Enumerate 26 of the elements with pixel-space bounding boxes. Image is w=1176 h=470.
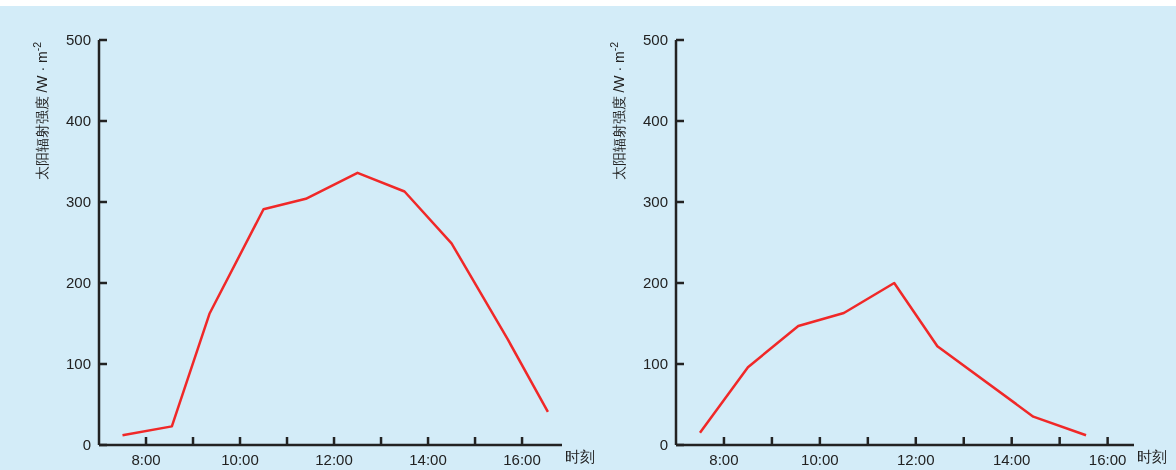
y-tick-label: 0 <box>82 436 91 453</box>
x-tick-label: 12:00 <box>315 451 353 468</box>
y-tick-label: 500 <box>642 31 668 48</box>
x-tick-label: 8:00 <box>709 451 739 468</box>
x-tick-label: 12:00 <box>897 451 935 468</box>
x-tick-label: 16:00 <box>1088 451 1127 468</box>
y-tick-label: 400 <box>65 112 91 129</box>
y-tick-label: 200 <box>642 274 668 291</box>
x-axis-title: 时刻 <box>565 448 595 465</box>
y-tick-label: 400 <box>642 112 668 129</box>
x-tick-label: 8:00 <box>131 451 161 468</box>
y-tick-label: 100 <box>642 355 668 372</box>
line-series <box>698 281 1088 437</box>
x-tick-label: 16:00 <box>503 451 541 468</box>
y-tick-label: 200 <box>65 274 91 291</box>
x-tick-label: 10:00 <box>221 451 259 468</box>
x-tick-label: 10:00 <box>801 451 839 468</box>
x-tick-label: 14:00 <box>992 451 1031 468</box>
x-tick-label: 14:00 <box>409 451 447 468</box>
y-tick-label: 500 <box>65 31 91 48</box>
y-tick-label: 100 <box>65 355 91 372</box>
y-tick-label: 300 <box>642 193 668 210</box>
x-axis-title: 时刻 <box>1137 448 1167 465</box>
line-series <box>121 171 550 437</box>
y-tick-label: 300 <box>65 193 91 210</box>
y-tick-label: 0 <box>659 436 668 453</box>
